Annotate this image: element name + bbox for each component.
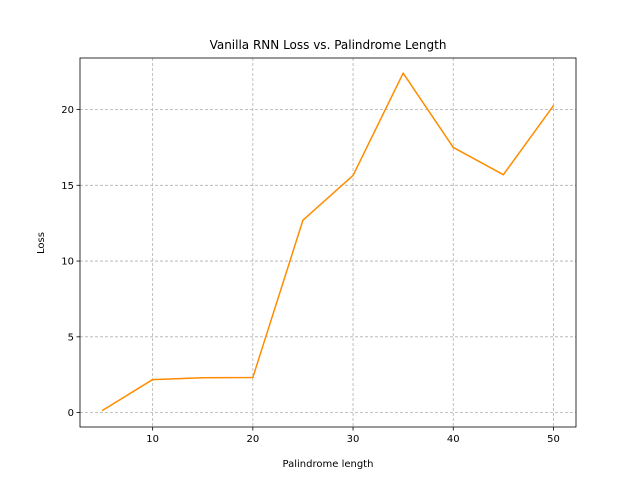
y-tick-label: 0	[68, 408, 74, 419]
data-point	[201, 376, 204, 379]
x-tick-label: 30	[347, 434, 360, 445]
data-point	[552, 104, 555, 107]
grid-lines	[80, 58, 576, 427]
y-axis-label: Loss	[36, 232, 47, 254]
axis-ticks: 10 20 30 40 50 0 5 10 15 20	[61, 105, 560, 445]
data-point	[101, 409, 104, 412]
y-tick-label: 15	[61, 181, 74, 192]
x-axis-label: Palindrome length	[283, 459, 374, 470]
data-point	[352, 174, 354, 177]
series-line	[102, 72, 555, 411]
chart-title: Vanilla RNN Loss vs. Palindrome Length	[210, 38, 447, 52]
x-tick-label: 40	[447, 434, 460, 445]
data-point	[151, 378, 154, 381]
y-tick-label: 20	[61, 105, 74, 116]
data-point	[402, 72, 404, 74]
data-point	[252, 376, 254, 379]
x-tick-label: 50	[547, 434, 560, 445]
y-tick-label: 5	[68, 332, 74, 343]
x-tick-label: 20	[246, 434, 259, 445]
series-layer	[101, 72, 555, 412]
data-point	[502, 173, 505, 176]
x-tick-label: 10	[146, 434, 159, 445]
data-point	[452, 146, 455, 149]
y-tick-label: 10	[61, 257, 74, 268]
plot-frame	[79, 57, 577, 428]
data-point	[302, 219, 304, 221]
